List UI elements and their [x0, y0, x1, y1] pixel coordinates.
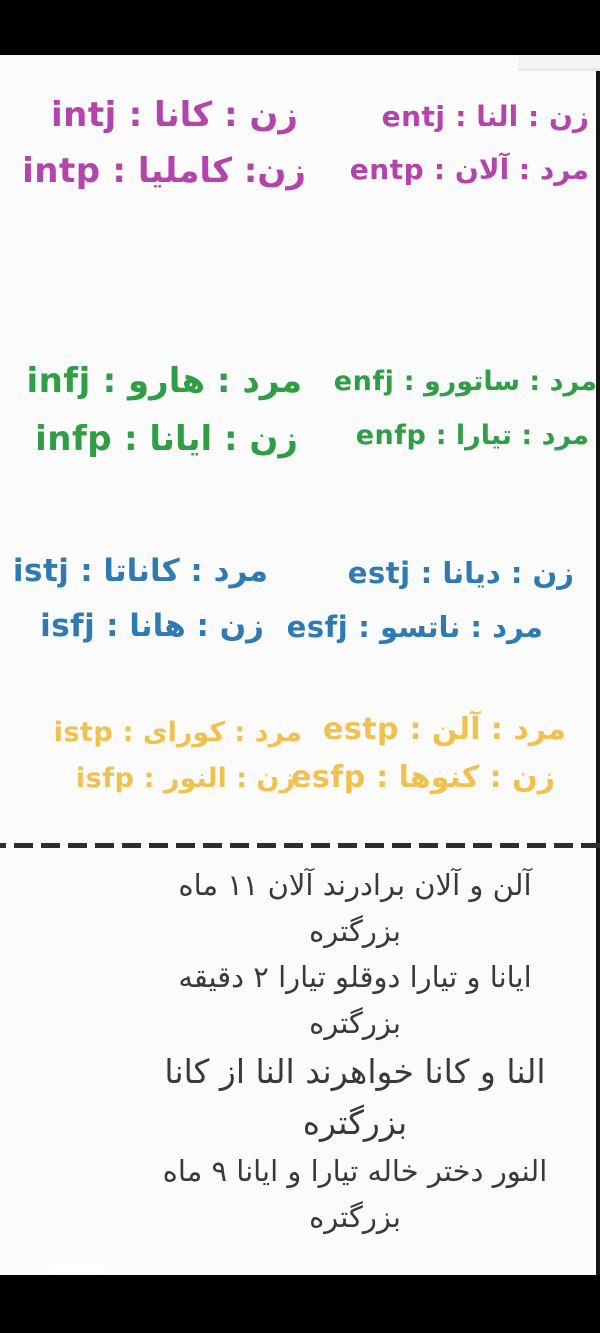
mbti-entry-istp: مرد : کورای : istp [53, 717, 302, 748]
mbti-entry-enfj: مرد : ساتورو : enfj [333, 366, 597, 397]
note-line: بزرگتره [302, 1103, 408, 1142]
mbti-entry-esfj: مرد : ناتسو : esfj [286, 610, 543, 644]
bottom-left-artifact [48, 1263, 106, 1275]
family-notes: آلن و آلان برادرند آلان ۱۱ ماه بزرگتره ا… [105, 862, 600, 1240]
mbti-entry-entj: زن : النا : entj [381, 100, 589, 133]
mbti-entry-enfp: مرد : تیارا : enfp [355, 420, 589, 451]
note-line: بزرگتره [309, 1200, 401, 1234]
right-edge-strip [596, 55, 600, 1275]
mbti-entry-entp: مرد : آلان : entp [349, 153, 589, 186]
dashed-divider [0, 843, 600, 848]
mbti-entry-isfj: زن : هانا : isfj [40, 608, 264, 644]
mbti-entry-intp: زن: کاملیا : intp [22, 151, 306, 191]
note-line: النا و کانا خواهرند النا از کانا [164, 1052, 546, 1091]
mbti-entry-estj: زن : دیانا : estj [347, 556, 574, 590]
letterbox-bottom-bar [0, 1275, 600, 1333]
note-line: آلن و آلان برادرند آلان ۱۱ ماه [178, 868, 532, 902]
mbti-entry-istj: مرد : کاناتا : istj [12, 553, 268, 589]
letterbox-top-bar [0, 0, 600, 55]
mbti-entry-esfp: زن : کنوها : esfp [291, 760, 555, 795]
note-line: بزرگتره [309, 914, 401, 948]
mbti-entry-estp: مرد : آلن : estp [323, 712, 566, 747]
mbti-entry-intj: زن : کانا : intj [51, 95, 298, 135]
mbti-entry-isfp: زن : النور : isfp [75, 763, 295, 794]
mbti-entry-infp: زن : ایانا : infp [35, 419, 298, 459]
note-line: النور دختر خاله تیارا و ایانا ۹ ماه [162, 1154, 548, 1188]
top-right-artifact [518, 55, 600, 71]
note-line: بزرگتره [309, 1006, 401, 1040]
mbti-entry-infj: مرد : هارو : infj [26, 361, 302, 401]
note-line: ایانا و تیارا دوقلو تیارا ۲ دقیقه [178, 960, 532, 994]
